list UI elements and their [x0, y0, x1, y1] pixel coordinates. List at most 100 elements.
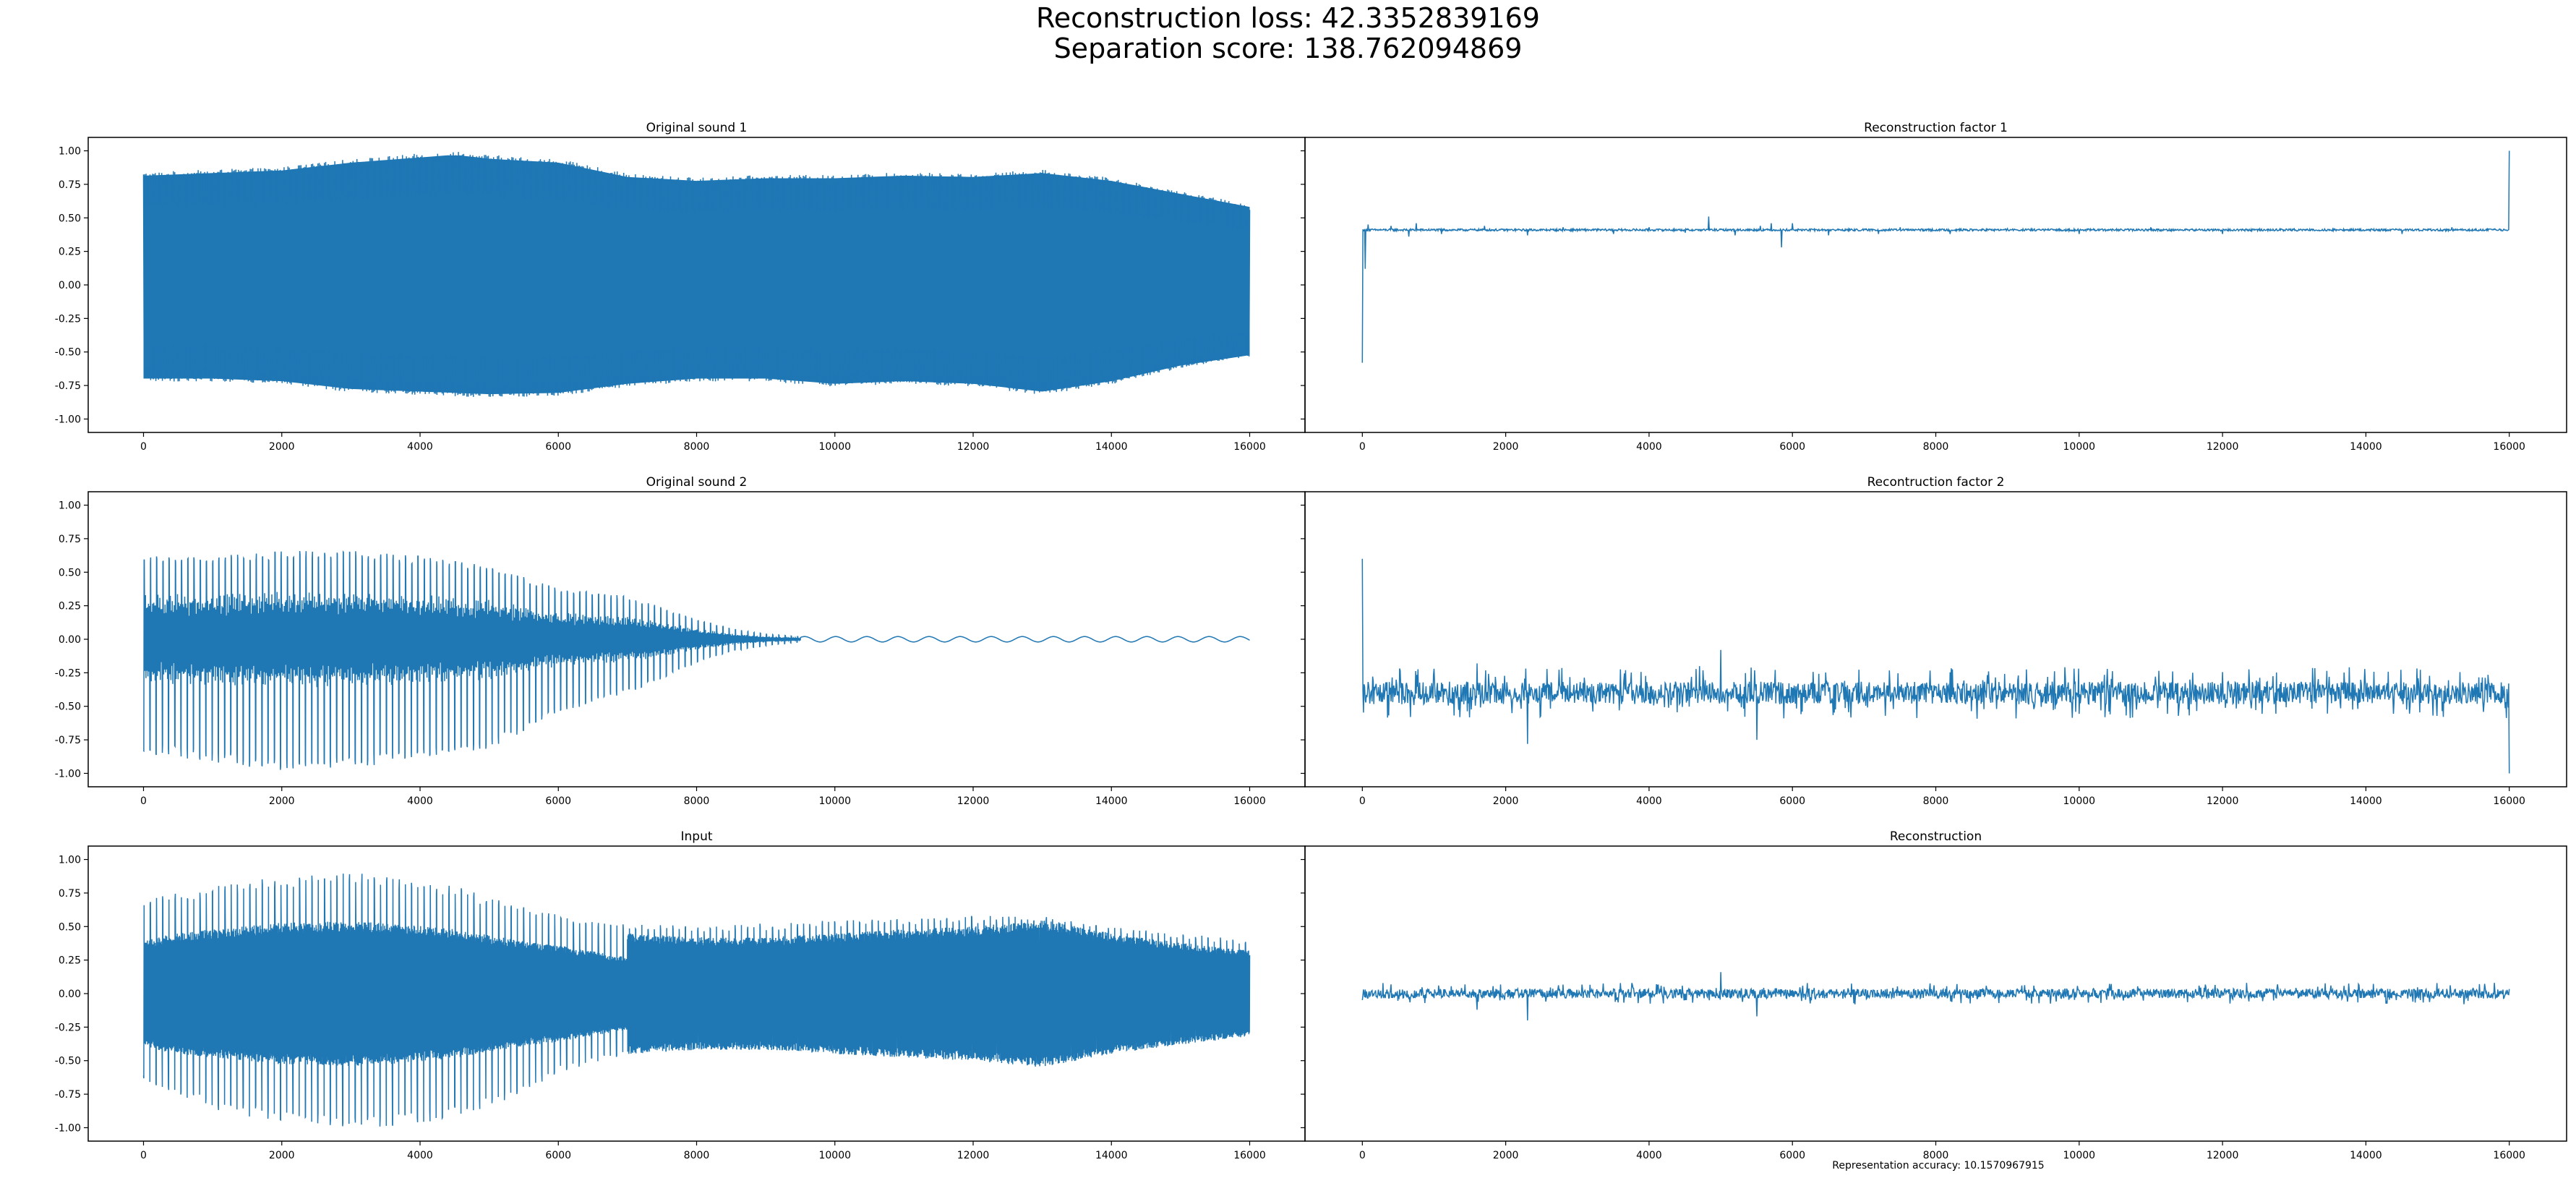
axes-frame-2 — [1304, 137, 2567, 433]
x-tick-label: 4000 — [1636, 441, 1662, 453]
x-tick-label: 0 — [1359, 1150, 1366, 1161]
subplot-3: Original sound 2 0 2000 4000 6000 8000 10000 12… — [55, 475, 1306, 807]
series-line-5 — [142, 874, 1251, 1127]
x-tick-label: 14000 — [1095, 795, 1128, 807]
y-tick-label: 0.00 — [59, 989, 81, 1000]
series-line-1 — [142, 152, 1251, 397]
series-line-3 — [143, 550, 1250, 770]
x-tick-label: 12000 — [2207, 795, 2239, 807]
y-tick-label: 0.75 — [59, 179, 81, 191]
y-tick-label: 1.00 — [59, 146, 81, 158]
series-line-2 — [1361, 150, 2510, 363]
x-tick-label: 4000 — [407, 1150, 433, 1161]
x-tick-label: 10000 — [818, 441, 851, 453]
subplot-title: Original sound 1 — [646, 121, 748, 135]
x-tick-label: 10000 — [818, 795, 851, 807]
y-tick-label: 1.00 — [59, 855, 81, 866]
axes-frame-4 — [1304, 491, 2567, 788]
x-tick-label: 0 — [1359, 795, 1366, 807]
x-tick-label: 8000 — [1923, 1150, 1949, 1161]
subplot-6: Reconstruction 0 2000 4000 6000 8000 10000 1200… — [1301, 829, 2567, 1161]
y-tick-label: 0.00 — [59, 280, 81, 291]
x-tick-label: 2000 — [1493, 1150, 1519, 1161]
x-tick-label: 8000 — [1923, 441, 1949, 453]
subplot-2: Reconstruction factor 1 0 2000 4000 6000 8000… — [1301, 121, 2567, 453]
y-tick-label: 0.25 — [59, 601, 81, 613]
x-tick-label: 12000 — [2207, 1150, 2239, 1161]
x-tick-label: 0 — [140, 795, 147, 807]
x-tick-label: 6000 — [545, 441, 571, 453]
subplot-5: Input 0 2000 4000 6000 8000 10000 12000 14000 160… — [55, 829, 1306, 1161]
y-tick-label: 0.50 — [59, 213, 81, 224]
x-tick-label: 16000 — [2493, 441, 2525, 453]
x-tick-label: 8000 — [684, 795, 710, 807]
x-tick-label: 12000 — [2207, 441, 2239, 453]
series-line-4 — [1361, 558, 2510, 774]
subplot-title: Reconstruction — [1890, 829, 1982, 844]
x-tick-label: 10000 — [2063, 795, 2096, 807]
subplot-1: Original sound 1 0 2000 4000 6000 8000 10000 12… — [55, 121, 1306, 453]
suptitle-separation: Separation score: 138.762094869 — [1053, 33, 1523, 64]
y-tick-label: -0.50 — [55, 347, 81, 359]
x-tick-label: 6000 — [1779, 795, 1805, 807]
x-tick-label: 6000 — [1779, 441, 1805, 453]
y-tick-label: -1.00 — [55, 1122, 81, 1134]
figure-suptitle: Reconstruction loss: 42.3352839169 Separ… — [0, 0, 2576, 64]
x-tick-label: 14000 — [1095, 441, 1128, 453]
y-tick-label: -0.75 — [55, 1089, 81, 1101]
y-tick-label: 0.50 — [59, 567, 81, 579]
x-tick-label: 6000 — [545, 1150, 571, 1161]
x-tick-label: 16000 — [2493, 1150, 2525, 1161]
y-tick-label: 0.50 — [59, 921, 81, 933]
x-tick-label: 16000 — [1233, 795, 1266, 807]
suptitle-loss: Reconstruction loss: 42.3352839169 — [1036, 2, 1540, 34]
y-tick-label: -0.75 — [55, 380, 81, 392]
x-tick-label: 2000 — [1493, 795, 1519, 807]
x-tick-label: 2000 — [269, 1150, 295, 1161]
x-tick-label: 4000 — [407, 441, 433, 453]
y-tick-label: 1.00 — [59, 500, 81, 512]
y-tick-label: 0.25 — [59, 247, 81, 258]
subplot-4: Recontruction factor 2 0 2000 4000 6000 8000 1… — [1301, 475, 2567, 807]
x-tick-label: 10000 — [2063, 441, 2096, 453]
x-tick-label: 12000 — [957, 795, 990, 807]
x-tick-label: 16000 — [1233, 441, 1266, 453]
x-tick-label: 4000 — [1636, 1150, 1662, 1161]
x-tick-label: 10000 — [818, 1150, 851, 1161]
subplot-title: Input — [680, 829, 712, 844]
subplot-title: Reconstruction factor 1 — [1864, 121, 2008, 135]
y-tick-label: 0.25 — [59, 955, 81, 967]
y-tick-label: 0.00 — [59, 634, 81, 646]
x-tick-label: 14000 — [1095, 1150, 1128, 1161]
x-tick-label: 6000 — [545, 795, 571, 807]
x-tick-label: 8000 — [684, 441, 710, 453]
subplot-title: Recontruction factor 2 — [1867, 475, 2005, 490]
x-tick-label: 8000 — [684, 1150, 710, 1161]
x-tick-label: 14000 — [2350, 795, 2382, 807]
x-tick-label: 2000 — [269, 795, 295, 807]
x-tick-label: 0 — [140, 1150, 147, 1161]
x-tick-label: 0 — [140, 441, 147, 453]
x-tick-label: 14000 — [2350, 1150, 2382, 1161]
x-tick-label: 12000 — [957, 441, 990, 453]
y-tick-label: 0.75 — [59, 888, 81, 900]
y-tick-label: -0.50 — [55, 701, 81, 713]
x-tick-label: 4000 — [1636, 795, 1662, 807]
x-tick-label: 2000 — [1493, 441, 1519, 453]
x-tick-label: 14000 — [2350, 441, 2382, 453]
subplot-title: Original sound 2 — [646, 475, 748, 490]
y-tick-label: -1.00 — [55, 768, 81, 780]
x-tick-label: 12000 — [957, 1150, 990, 1161]
series-line-6 — [1361, 972, 2510, 1021]
x-tick-label: 16000 — [1233, 1150, 1266, 1161]
y-tick-label: -0.75 — [55, 735, 81, 746]
x-tick-label: 6000 — [1779, 1150, 1805, 1161]
x-tick-label: 0 — [1359, 441, 1366, 453]
y-tick-label: -1.00 — [55, 414, 81, 425]
x-tick-label: 8000 — [1923, 795, 1949, 807]
y-tick-label: -0.25 — [55, 1022, 81, 1033]
y-tick-label: -0.50 — [55, 1056, 81, 1067]
x-tick-label: 4000 — [407, 795, 433, 807]
y-tick-label: 0.75 — [59, 534, 81, 545]
